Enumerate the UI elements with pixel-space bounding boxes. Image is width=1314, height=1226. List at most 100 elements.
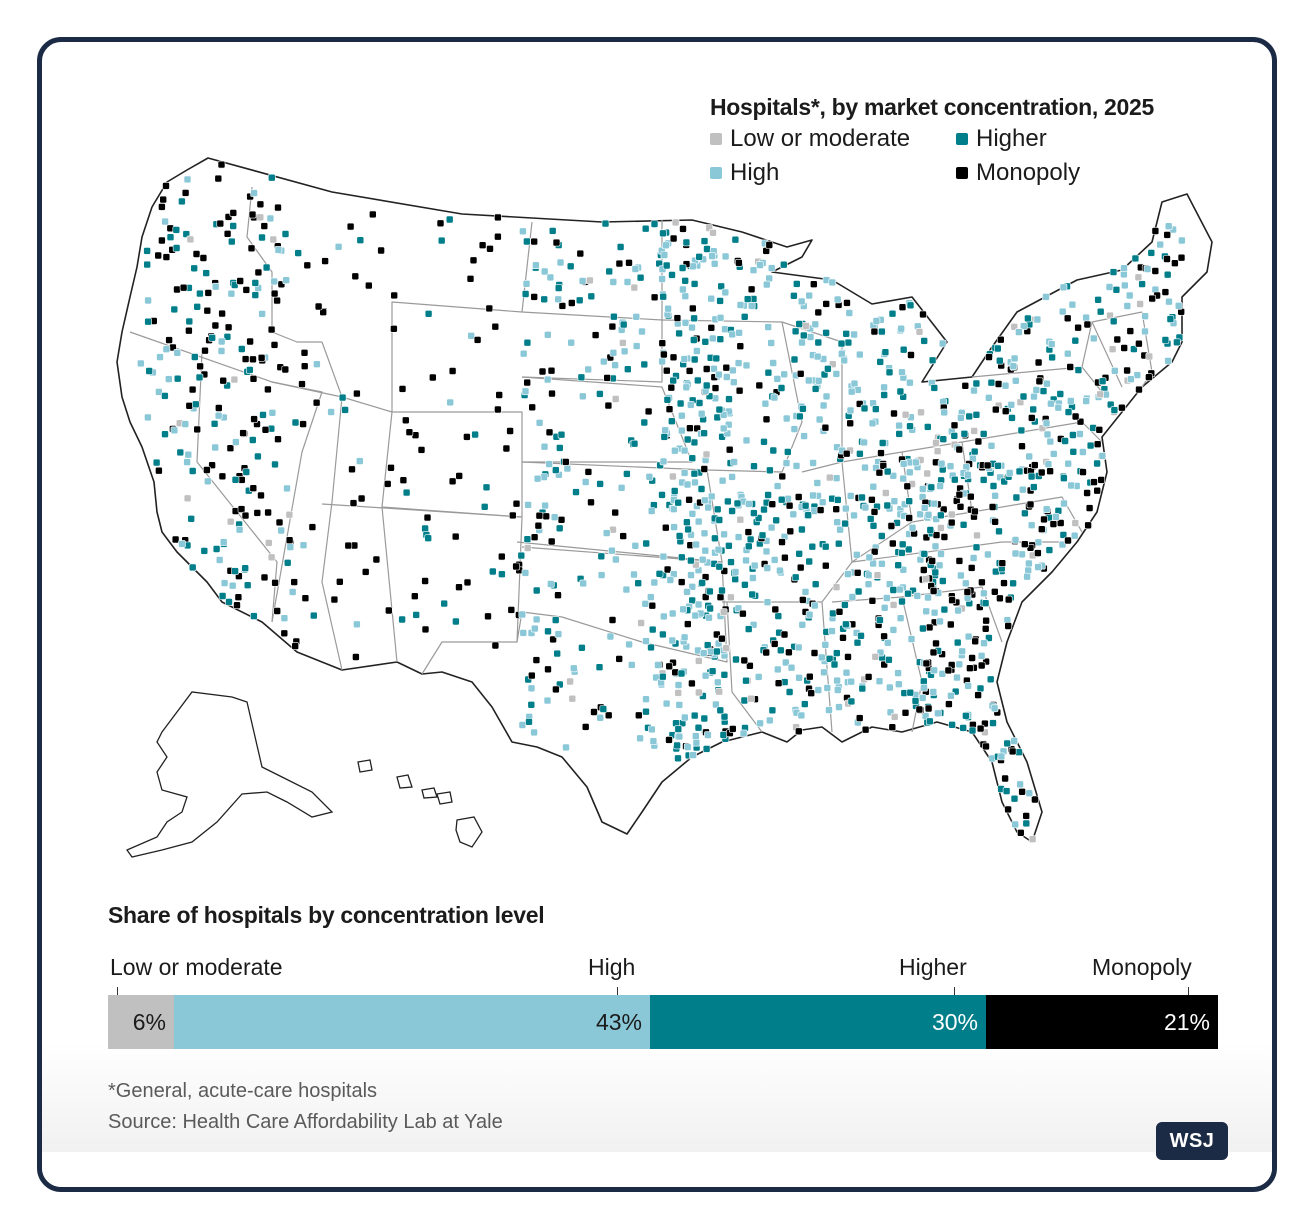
hospital-dot: [617, 483, 626, 492]
tick-low-moderate: [117, 987, 118, 997]
hospital-dot: [338, 393, 347, 402]
hospital-dot: [165, 375, 173, 383]
hospital-dot: [1074, 323, 1082, 332]
hospital-dot: [445, 215, 454, 224]
hospital-dot: [982, 742, 990, 751]
hospital-dot: [996, 594, 1004, 603]
hospital-dot: [631, 541, 640, 550]
hospital-dot: [648, 625, 657, 634]
hospital-dot: [694, 600, 703, 609]
hospital-dot: [368, 210, 377, 219]
hospital-dot: [811, 580, 820, 589]
hospital-dot: [716, 297, 724, 305]
hospital-dot: [1027, 414, 1036, 422]
hospital-dot: [821, 561, 830, 570]
hospital-dot: [1123, 302, 1132, 310]
hospital-dot: [440, 599, 449, 608]
hospital-dot: [821, 542, 830, 551]
hospital-dot: [938, 339, 947, 348]
hospital-dot: [780, 630, 789, 639]
hospital-dot: [608, 546, 616, 555]
hospital-dot: [800, 432, 808, 440]
hospital-dot: [822, 300, 831, 308]
hospital-dot: [703, 245, 711, 253]
hospital-dot: [906, 378, 914, 387]
hospital-dot: [868, 419, 877, 428]
hospital-dot: [399, 476, 408, 485]
hospital-dot: [777, 495, 786, 504]
hospital-dot: [402, 488, 411, 497]
hospital-dot: [507, 606, 516, 614]
hospital-dot: [218, 472, 227, 481]
hospital-dot: [154, 251, 162, 260]
hospital-dot: [870, 327, 879, 336]
hospital-dot: [735, 259, 743, 267]
hospital-dot: [251, 291, 260, 299]
hospital-dot: [970, 447, 979, 456]
hospital-dot: [1120, 264, 1128, 272]
hospital-dot: [718, 586, 726, 595]
hospital-dot: [683, 435, 692, 444]
hospital-dot: [519, 629, 528, 637]
hospital-dot: [683, 518, 691, 527]
hospital-dot: [883, 467, 892, 476]
hospital-dot: [210, 419, 219, 428]
hospital-dot: [268, 408, 277, 417]
hospital-dot: [604, 711, 613, 720]
hospital-dot: [1090, 334, 1098, 343]
hospital-dot: [541, 501, 549, 510]
hospital-dot: [832, 583, 841, 592]
hospital-dot: [578, 392, 587, 401]
hospital-dot: [693, 376, 702, 385]
hospital-dot: [540, 442, 549, 451]
hospital-dot: [1043, 430, 1052, 439]
hospital-dot: [463, 433, 471, 441]
hospital-dot: [983, 461, 992, 470]
hospital-dot: [948, 720, 956, 729]
hospital-dot: [825, 473, 834, 482]
hospital-dot: [1045, 546, 1054, 554]
hospital-dot: [398, 615, 406, 624]
hospital-dot: [905, 497, 914, 506]
hospital-dot: [609, 525, 617, 534]
hospital-dot: [694, 723, 703, 732]
hospital-dot: [756, 261, 764, 269]
hospital-dot: [214, 411, 223, 420]
hospital-dot: [658, 491, 666, 499]
hospital-dot: [228, 237, 236, 246]
hospital-dot: [557, 430, 566, 439]
hospital-dot: [567, 299, 576, 307]
hospital-dot: [155, 466, 163, 475]
hospital-dot: [720, 670, 729, 679]
hospital-dot: [1147, 249, 1156, 257]
hospital-dot: [890, 713, 899, 721]
hospital-dot: [1143, 265, 1152, 273]
hospital-dot: [794, 643, 803, 652]
hospital-dot: [792, 462, 801, 470]
hospital-dot: [748, 590, 757, 599]
hospital-dot: [436, 219, 445, 228]
hospital-dot: [669, 234, 678, 243]
hospital-dot: [749, 574, 757, 582]
hospital-dot: [1035, 377, 1044, 386]
hospital-dot: [881, 348, 890, 357]
hospital-dot: [204, 477, 212, 486]
hospital-dot: [640, 360, 649, 369]
hospital-dot: [895, 430, 904, 438]
hospital-dot: [930, 666, 939, 675]
hospital-dot: [214, 174, 223, 183]
hospital-dot: [932, 438, 940, 447]
hospital-dot: [257, 491, 265, 500]
hospital-dot: [845, 309, 854, 317]
hospital-dot: [257, 353, 266, 362]
hospital-dot: [623, 365, 632, 374]
hospital-dot: [969, 554, 978, 562]
hospital-dot: [665, 736, 673, 744]
hospital-dot: [491, 322, 500, 331]
hospital-dot: [556, 258, 565, 267]
hospital-dot: [1034, 563, 1042, 571]
hospital-dot: [156, 353, 164, 361]
hospital-dot: [1030, 461, 1039, 469]
hospital-dot: [917, 408, 925, 417]
hospital-dot: [299, 541, 308, 550]
